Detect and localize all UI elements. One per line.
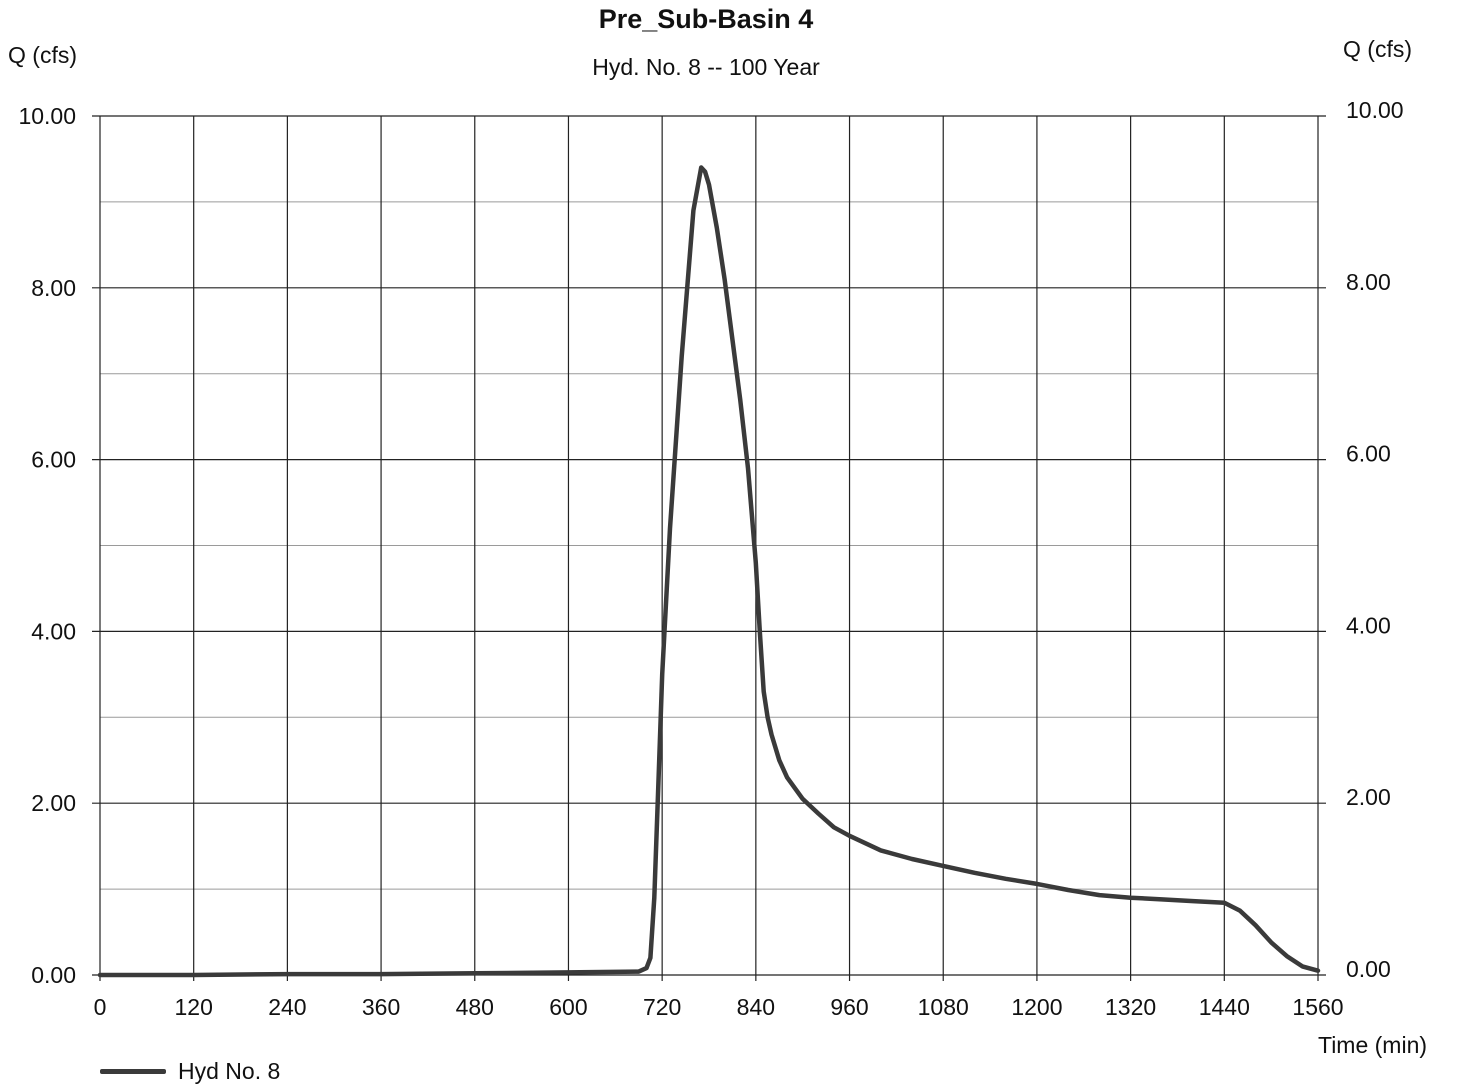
x-tick-label: 1080 xyxy=(918,994,969,1020)
x-tick-label: 600 xyxy=(549,994,587,1020)
x-tick-label: 1200 xyxy=(1011,994,1062,1020)
x-tick-label: 960 xyxy=(830,994,868,1020)
y-axis-right-label: Q (cfs) xyxy=(1343,36,1412,62)
major-gridlines xyxy=(92,115,1326,981)
x-tick-label: 1320 xyxy=(1105,994,1156,1020)
chart-subtitle: Hyd. No. 8 -- 100 Year xyxy=(592,54,820,80)
y-axis-left-label: Q (cfs) xyxy=(8,42,77,68)
x-tick-label: 240 xyxy=(268,994,306,1020)
legend-label: Hyd No. 8 xyxy=(178,1058,281,1084)
chart-title: Pre_Sub-Basin 4 xyxy=(598,4,814,34)
y-tick-label-left: 2.00 xyxy=(31,790,76,816)
x-tick-label: 1440 xyxy=(1199,994,1250,1020)
y-tick-label-left: 8.00 xyxy=(31,275,76,301)
x-tick-label: 360 xyxy=(362,994,400,1020)
minor-gridlines xyxy=(100,201,1318,890)
x-tick-label: 1560 xyxy=(1292,994,1343,1020)
x-tick-label: 120 xyxy=(175,994,213,1020)
x-tick-label: 840 xyxy=(737,994,775,1020)
y-tick-label-right: 2.00 xyxy=(1346,784,1391,810)
y-tick-label-right: 4.00 xyxy=(1346,612,1391,638)
y-tick-label-left: 6.00 xyxy=(31,447,76,473)
series-layer xyxy=(97,165,1321,978)
y-tick-label-left: 0.00 xyxy=(31,962,76,988)
y-tick-label-left: 4.00 xyxy=(31,618,76,644)
legend: Hyd No. 8 xyxy=(100,1058,280,1085)
x-axis-label: Time (min) xyxy=(1318,1032,1428,1058)
y-tick-label-right: 0.00 xyxy=(1346,956,1391,982)
series-line-hyd-no-8 xyxy=(97,165,1321,978)
y-tick-label-right: 6.00 xyxy=(1346,441,1391,467)
x-tick-label: 480 xyxy=(456,994,494,1020)
axis-ticks: 0.00 0.00 2.00 2.00 4.00 4.00 6.00 6.00 8.00 8.00… xyxy=(18,97,1403,1020)
x-tick-label: 720 xyxy=(643,994,681,1020)
y-tick-label-left: 10.00 xyxy=(18,103,76,129)
x-tick-label: 0 xyxy=(94,994,107,1020)
legend-swatch xyxy=(100,1069,166,1074)
y-tick-label-right: 8.00 xyxy=(1346,269,1391,295)
y-tick-label-right: 10.00 xyxy=(1346,97,1404,123)
